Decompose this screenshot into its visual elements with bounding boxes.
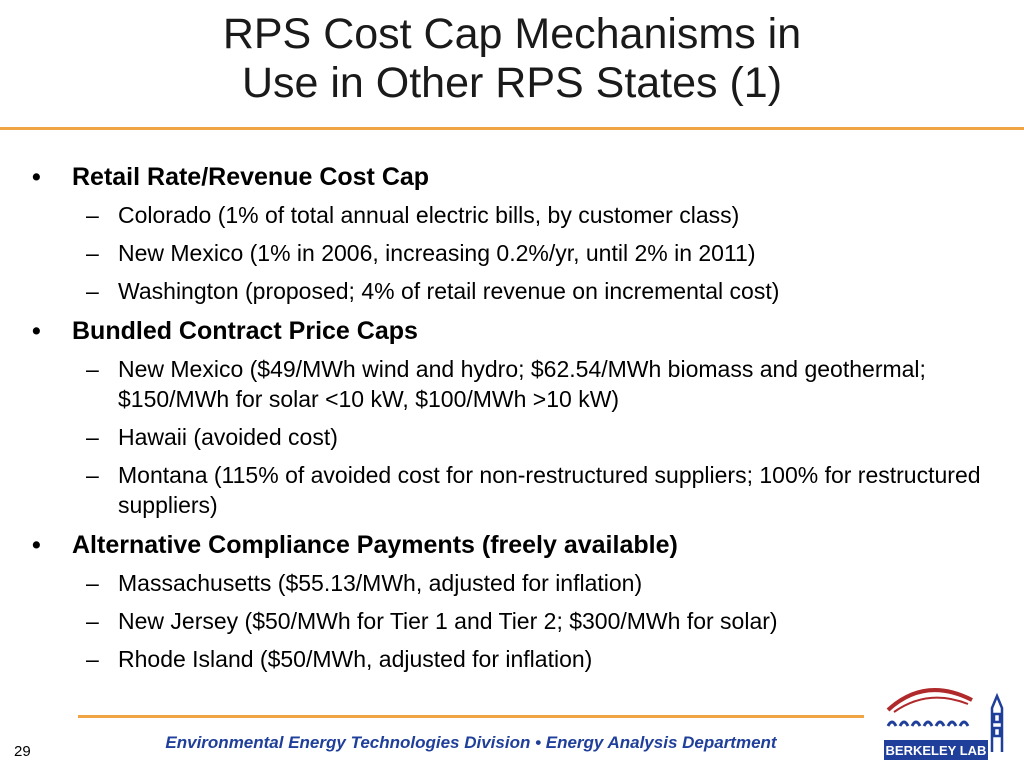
footer-divider [78, 715, 864, 718]
sub-item-text: Montana (115% of avoided cost for non-re… [118, 462, 981, 518]
bullet-glyph: • [32, 317, 41, 345]
dash-glyph: – [86, 570, 99, 596]
slide-title-line-1: RPS Cost Cap Mechanisms in [222, 10, 802, 58]
logo-tower [990, 692, 1004, 752]
sub-item-rhode-island: – Rhode Island ($50/MWh, adjusted for in… [30, 644, 1000, 674]
sub-item-massachusetts: – Massachusetts ($55.13/MWh, adjusted fo… [30, 568, 1000, 598]
dash-glyph: – [86, 278, 99, 304]
sub-item-text: Hawaii (avoided cost) [118, 424, 338, 450]
slide-title-line-2: Use in Other RPS States (1) [241, 59, 783, 107]
bullet-text: Alternative Compliance Payments (freely … [72, 531, 678, 559]
dash-glyph: – [86, 608, 99, 634]
bullet-bundled-contract-price-caps: • Bundled Contract Price Caps [30, 314, 1000, 348]
dash-glyph: – [86, 240, 99, 266]
logo-swoosh-inner [893, 696, 969, 713]
sub-item-washington: – Washington (proposed; 4% of retail rev… [30, 276, 1000, 306]
logo-arches [886, 720, 970, 727]
sub-item-text: Washington (proposed; 4% of retail reven… [118, 278, 780, 304]
dash-glyph: – [86, 424, 99, 450]
sub-item-text: Massachusetts ($55.13/MWh, adjusted for … [118, 570, 643, 596]
footer-text: Environmental Energy Technologies Divisi… [165, 733, 777, 752]
bullet-text: Bundled Contract Price Caps [72, 317, 418, 345]
sub-list-alternative-compliance: – Massachusetts ($55.13/MWh, adjusted fo… [30, 568, 1000, 674]
title-divider [0, 127, 1024, 130]
sub-item-new-mexico: – New Mexico ($49/MWh wind and hydro; $6… [30, 354, 1000, 414]
sub-list-bundled-contract: – New Mexico ($49/MWh wind and hydro; $6… [30, 354, 1000, 520]
dash-glyph: – [86, 356, 99, 382]
logo-swoosh [886, 688, 973, 712]
bullet-alternative-compliance-payments: • Alternative Compliance Payments (freel… [30, 528, 1000, 562]
sub-item-text: New Mexico (1% in 2006, increasing 0.2%/… [118, 240, 756, 266]
sub-item-colorado: – Colorado (1% of total annual electric … [30, 200, 1000, 230]
sub-item-text: New Mexico ($49/MWh wind and hydro; $62.… [118, 356, 926, 412]
sub-item-text: New Jersey ($50/MWh for Tier 1 and Tier … [118, 608, 778, 634]
bullet-glyph: • [32, 163, 41, 191]
sub-list-retail-rate: – Colorado (1% of total annual electric … [30, 200, 1000, 306]
sub-item-new-jersey: – New Jersey ($50/MWh for Tier 1 and Tie… [30, 606, 1000, 636]
bullet-retail-rate-cost-cap: • Retail Rate/Revenue Cost Cap [30, 160, 1000, 194]
dash-glyph: – [86, 646, 99, 672]
bullet-text: Retail Rate/Revenue Cost Cap [72, 163, 430, 191]
page-number: 29 [14, 743, 31, 760]
logo-text-bar [884, 740, 988, 760]
logo-text: BERKELEY LAB [886, 743, 987, 758]
sub-item-hawaii: – Hawaii (avoided cost) [30, 422, 1000, 452]
berkeley-lab-logo-icon: BERKELEY LAB [884, 688, 1004, 760]
dash-glyph: – [86, 462, 99, 488]
sub-item-montana: – Montana (115% of avoided cost for non-… [30, 460, 1000, 520]
sub-item-new-mexico: – New Mexico (1% in 2006, increasing 0.2… [30, 238, 1000, 268]
bullet-glyph: • [32, 531, 41, 559]
dash-glyph: – [86, 202, 99, 228]
sub-item-text: Rhode Island ($50/MWh, adjusted for infl… [118, 646, 593, 672]
sub-item-text: Colorado (1% of total annual electric bi… [118, 202, 740, 228]
bullet-list: • Retail Rate/Revenue Cost Cap – Colorad… [30, 160, 1000, 682]
slide-title: RPS Cost Cap Mechanisms in Use in Other … [0, 10, 1024, 108]
